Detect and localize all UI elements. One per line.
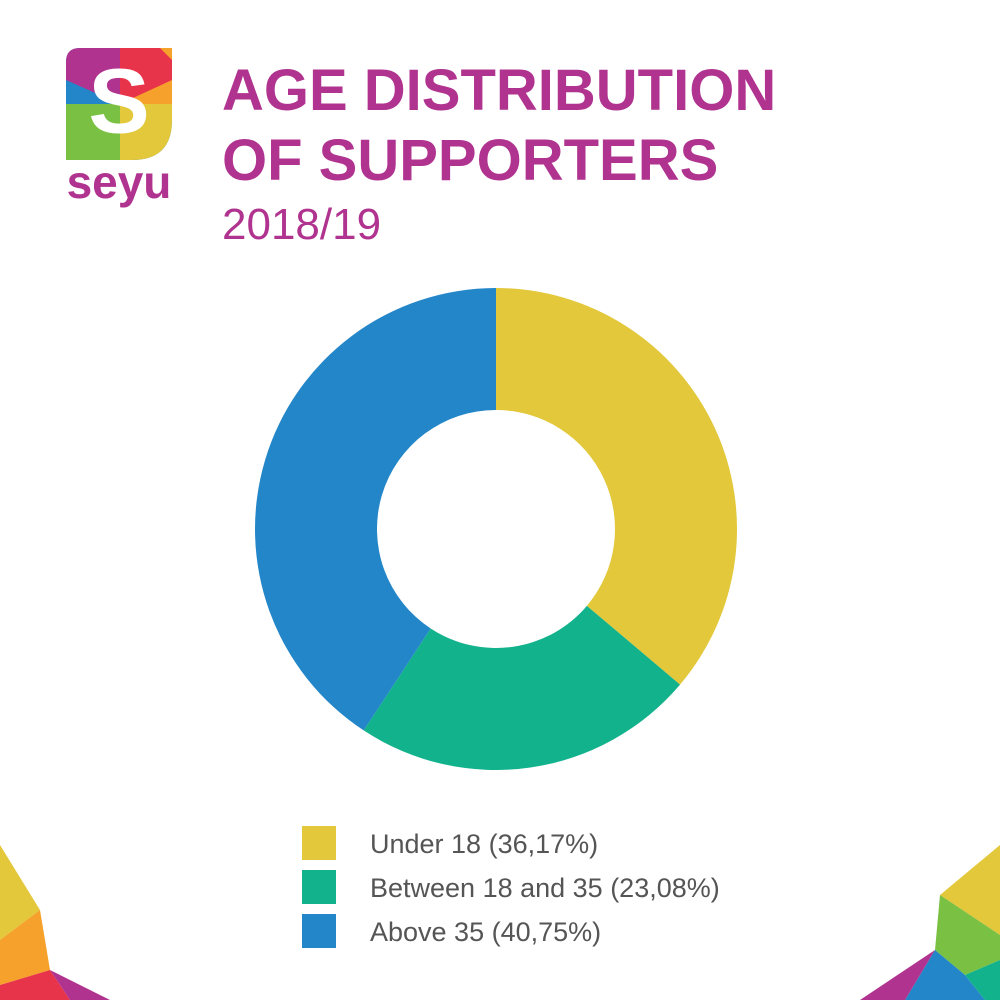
logo-tile [120, 104, 172, 160]
logo-letter: S [88, 50, 149, 152]
donut-slice [496, 288, 738, 685]
shape [935, 895, 1000, 975]
shape [940, 845, 1000, 935]
donut-slice [254, 288, 496, 731]
legend-swatch [302, 826, 336, 860]
logo-tile [66, 48, 120, 104]
shape [0, 910, 50, 985]
donut-slice [363, 605, 681, 770]
legend-swatch [302, 914, 336, 948]
shape [0, 845, 40, 940]
logo: S seyu [66, 48, 172, 208]
legend-swatch [302, 870, 336, 904]
chart-subtitle: 2018/19 [222, 200, 382, 249]
shape [0, 970, 70, 1000]
chart-title: AGE DISTRIBUTION OF SUPPORTERS [222, 58, 777, 193]
shape [860, 950, 935, 1000]
logo-tile [120, 48, 172, 104]
legend-label: Between 18 and 35 (23,08%) [370, 873, 720, 903]
shape [965, 960, 1000, 1000]
logo-text: seyu [67, 156, 172, 208]
shape [50, 970, 110, 1000]
legend-label: Above 35 (40,75%) [370, 917, 601, 947]
legend-label: Under 18 (36,17%) [370, 829, 598, 859]
shape [905, 950, 985, 1000]
logo-tile [66, 104, 120, 160]
corner-decoration [0, 845, 1000, 1000]
